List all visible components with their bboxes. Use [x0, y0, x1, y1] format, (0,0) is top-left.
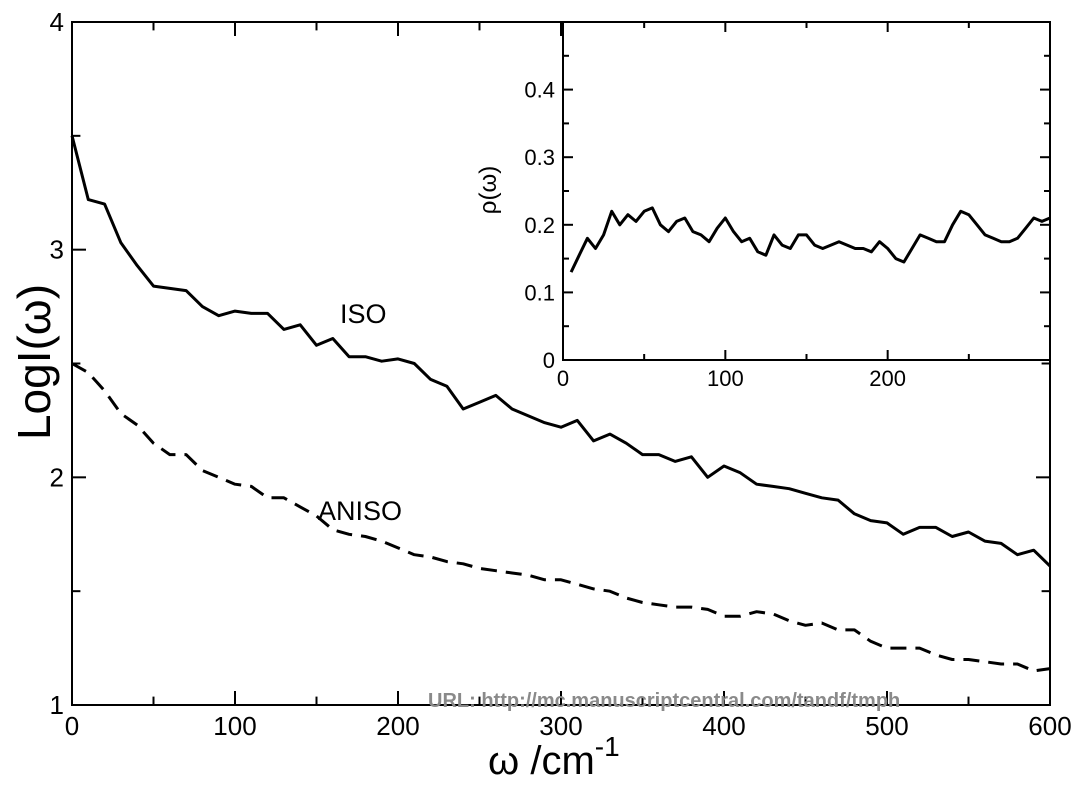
- x-tick-label: 600: [1028, 711, 1071, 741]
- x-tick-label: 200: [376, 711, 419, 741]
- watermark-url: URL: http://mc.manuscriptcentral.com/tan…: [428, 690, 901, 712]
- aniso-series-line: [71, 362, 1051, 673]
- inset-axis-ticks: [562, 21, 1051, 361]
- aniso-annotation: ANISO: [318, 496, 402, 526]
- x-tick-label: 0: [557, 366, 569, 391]
- x-tick-label: 100: [707, 366, 744, 391]
- main-x-axis-label-superscript: -1: [595, 731, 620, 762]
- inset-y-axis-label: ρ(ω): [475, 166, 502, 214]
- iso-series-line: [70, 135, 1052, 568]
- y-tick-label: 0.4: [524, 78, 555, 103]
- inset-plot: 0 100 200 0 0.1 0.2 0.3 0.4 ρ(ω): [475, 21, 1051, 391]
- rho-series-line: [569, 206, 1051, 273]
- x-tick-label: 300: [539, 711, 582, 741]
- y-tick-label: 0.1: [524, 280, 555, 305]
- main-series: [70, 135, 1052, 673]
- inset-tick-labels: 0 100 200 0 0.1 0.2 0.3 0.4: [524, 78, 906, 391]
- y-tick-label: 0.2: [524, 213, 555, 238]
- main-x-axis-label-text: ω /cm: [488, 739, 595, 783]
- inset-series: [569, 206, 1051, 273]
- iso-annotation: ISO: [340, 299, 387, 329]
- y-tick-label: 0.3: [524, 145, 555, 170]
- main-x-axis-label: ω /cm-1: [488, 731, 620, 783]
- y-tick-label: 1: [50, 690, 64, 720]
- x-tick-label: 200: [869, 366, 906, 391]
- y-tick-label: 2: [50, 462, 64, 492]
- x-tick-label: 0: [65, 711, 79, 741]
- x-tick-label: 100: [213, 711, 256, 741]
- y-tick-label: 0: [543, 348, 555, 373]
- x-tick-label: 500: [865, 711, 908, 741]
- main-y-axis-label: LogI(ω): [8, 284, 60, 440]
- y-tick-label: 3: [50, 235, 64, 265]
- x-tick-label: 400: [702, 711, 745, 741]
- main-tick-labels: 0 100 200 300 400 500 600 1 2 3 4: [50, 7, 1072, 741]
- y-tick-label: 4: [50, 7, 64, 37]
- inset-background: [563, 22, 1050, 360]
